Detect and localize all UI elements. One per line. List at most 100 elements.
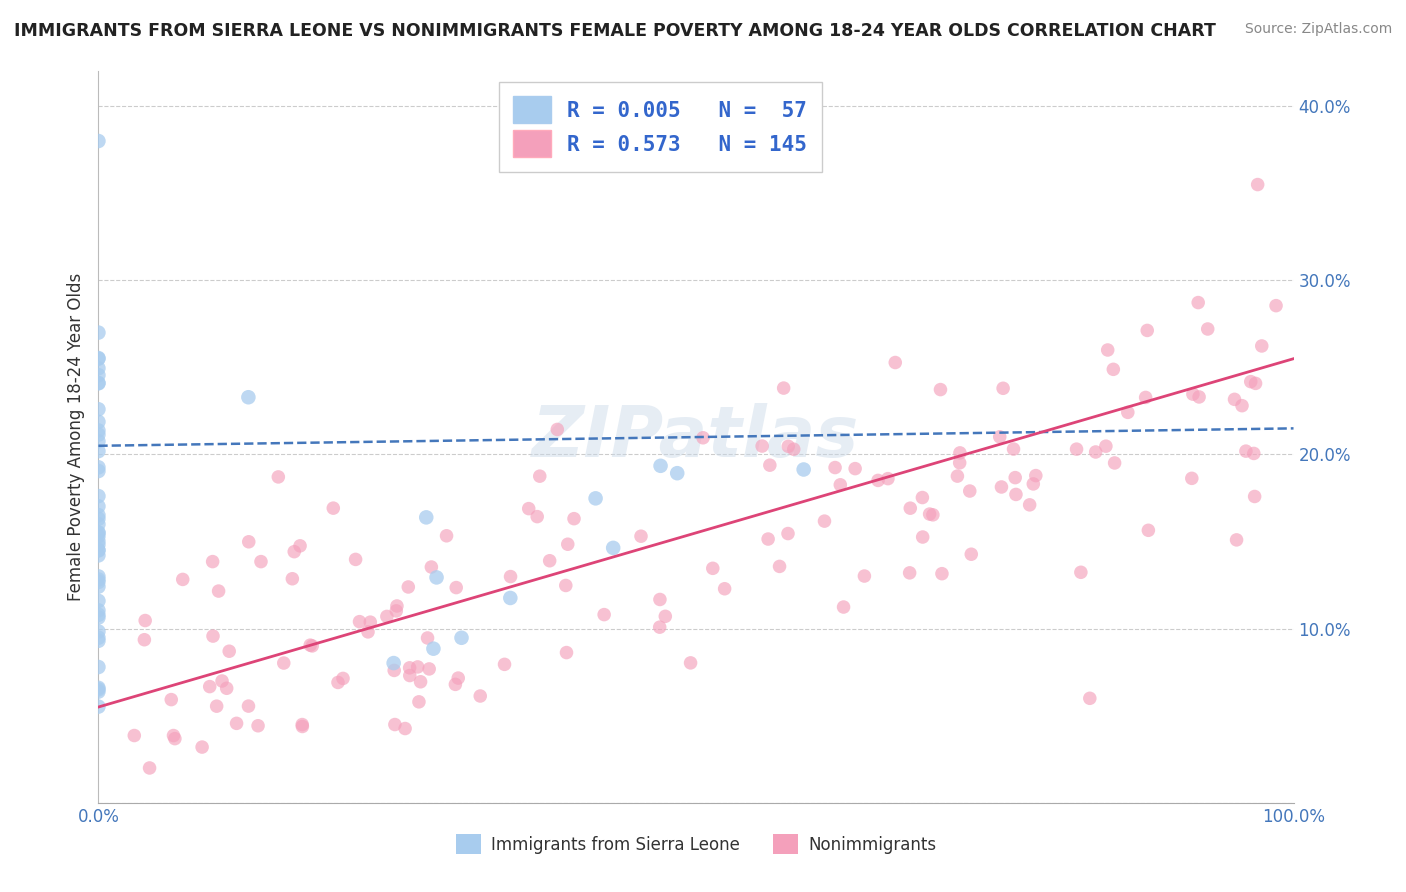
Point bbox=[1066, 442, 1088, 457]
Point bbox=[87, 682, 110, 697]
Point bbox=[1243, 490, 1265, 504]
Point bbox=[813, 514, 835, 528]
Point bbox=[1002, 442, 1025, 456]
Point bbox=[499, 591, 522, 605]
Point bbox=[299, 638, 322, 652]
Point bbox=[326, 675, 349, 690]
Point bbox=[555, 646, 578, 660]
Point bbox=[87, 517, 110, 532]
Point bbox=[322, 501, 344, 516]
Point bbox=[394, 722, 416, 736]
Point bbox=[1104, 456, 1126, 470]
Point bbox=[949, 456, 972, 470]
Point bbox=[201, 629, 224, 643]
Point bbox=[554, 578, 576, 592]
Point bbox=[87, 631, 110, 645]
Point bbox=[87, 376, 110, 391]
Point bbox=[1243, 446, 1265, 460]
Point bbox=[1234, 444, 1257, 458]
Point bbox=[422, 641, 444, 656]
Point bbox=[201, 555, 224, 569]
Point bbox=[447, 671, 470, 685]
Point bbox=[911, 530, 934, 544]
Point bbox=[1004, 470, 1026, 484]
Point bbox=[87, 464, 110, 478]
Point bbox=[163, 731, 186, 746]
Point bbox=[1136, 323, 1159, 337]
Point bbox=[526, 509, 548, 524]
Point bbox=[1018, 498, 1040, 512]
Point bbox=[1250, 339, 1272, 353]
Point bbox=[409, 674, 432, 689]
Point bbox=[877, 472, 900, 486]
Point bbox=[1244, 376, 1267, 391]
Point bbox=[868, 474, 890, 488]
Point bbox=[267, 470, 290, 484]
Point bbox=[1070, 566, 1092, 580]
Legend: Immigrants from Sierra Leone, Nonimmigrants: Immigrants from Sierra Leone, Nonimmigra… bbox=[449, 828, 943, 860]
Point bbox=[344, 552, 367, 566]
Point bbox=[87, 351, 110, 366]
Point bbox=[1187, 295, 1209, 310]
Point bbox=[650, 458, 672, 473]
Point bbox=[160, 692, 183, 706]
Point bbox=[191, 740, 214, 755]
Point bbox=[778, 439, 800, 453]
Point bbox=[420, 560, 443, 574]
Point bbox=[898, 566, 921, 580]
Point bbox=[87, 489, 110, 503]
Point bbox=[406, 660, 429, 674]
Point bbox=[87, 681, 110, 695]
Point bbox=[87, 424, 110, 438]
Point bbox=[87, 684, 110, 698]
Point bbox=[898, 501, 921, 516]
Point bbox=[546, 422, 568, 436]
Point bbox=[648, 592, 671, 607]
Point bbox=[538, 554, 561, 568]
Point bbox=[557, 537, 579, 551]
Point bbox=[1223, 392, 1246, 407]
Point bbox=[87, 699, 110, 714]
Point bbox=[87, 525, 110, 540]
Point bbox=[494, 657, 516, 672]
Point bbox=[1188, 390, 1211, 404]
Point bbox=[87, 427, 110, 442]
Point bbox=[713, 582, 735, 596]
Point bbox=[87, 361, 110, 376]
Point bbox=[87, 500, 110, 514]
Point bbox=[87, 376, 110, 390]
Point bbox=[450, 631, 472, 645]
Point bbox=[793, 462, 815, 476]
Point bbox=[425, 570, 447, 584]
Point bbox=[87, 549, 110, 563]
Point bbox=[172, 573, 194, 587]
Point bbox=[960, 547, 983, 561]
Point bbox=[87, 574, 110, 589]
Point bbox=[87, 580, 110, 594]
Point bbox=[87, 368, 110, 383]
Point bbox=[87, 460, 110, 475]
Point bbox=[198, 680, 221, 694]
Point bbox=[87, 538, 110, 552]
Point bbox=[87, 529, 110, 543]
Point bbox=[357, 624, 380, 639]
Point bbox=[250, 555, 273, 569]
Point bbox=[1022, 477, 1045, 491]
Point bbox=[756, 532, 779, 546]
Point bbox=[301, 639, 323, 653]
Text: IMMIGRANTS FROM SIERRA LEONE VS NONIMMIGRANTS FEMALE POVERTY AMONG 18-24 YEAR OL: IMMIGRANTS FROM SIERRA LEONE VS NONIMMIG… bbox=[14, 22, 1216, 40]
Point bbox=[1265, 299, 1288, 313]
Point bbox=[1005, 487, 1028, 501]
Point bbox=[273, 656, 295, 670]
Point bbox=[382, 656, 405, 670]
Point bbox=[1137, 524, 1160, 538]
Point bbox=[1102, 362, 1125, 376]
Point bbox=[436, 529, 458, 543]
Point bbox=[884, 355, 907, 369]
Point bbox=[375, 609, 398, 624]
Point bbox=[1240, 375, 1263, 389]
Point bbox=[929, 383, 952, 397]
Point bbox=[1181, 471, 1204, 485]
Point bbox=[382, 664, 405, 678]
Point bbox=[666, 466, 689, 480]
